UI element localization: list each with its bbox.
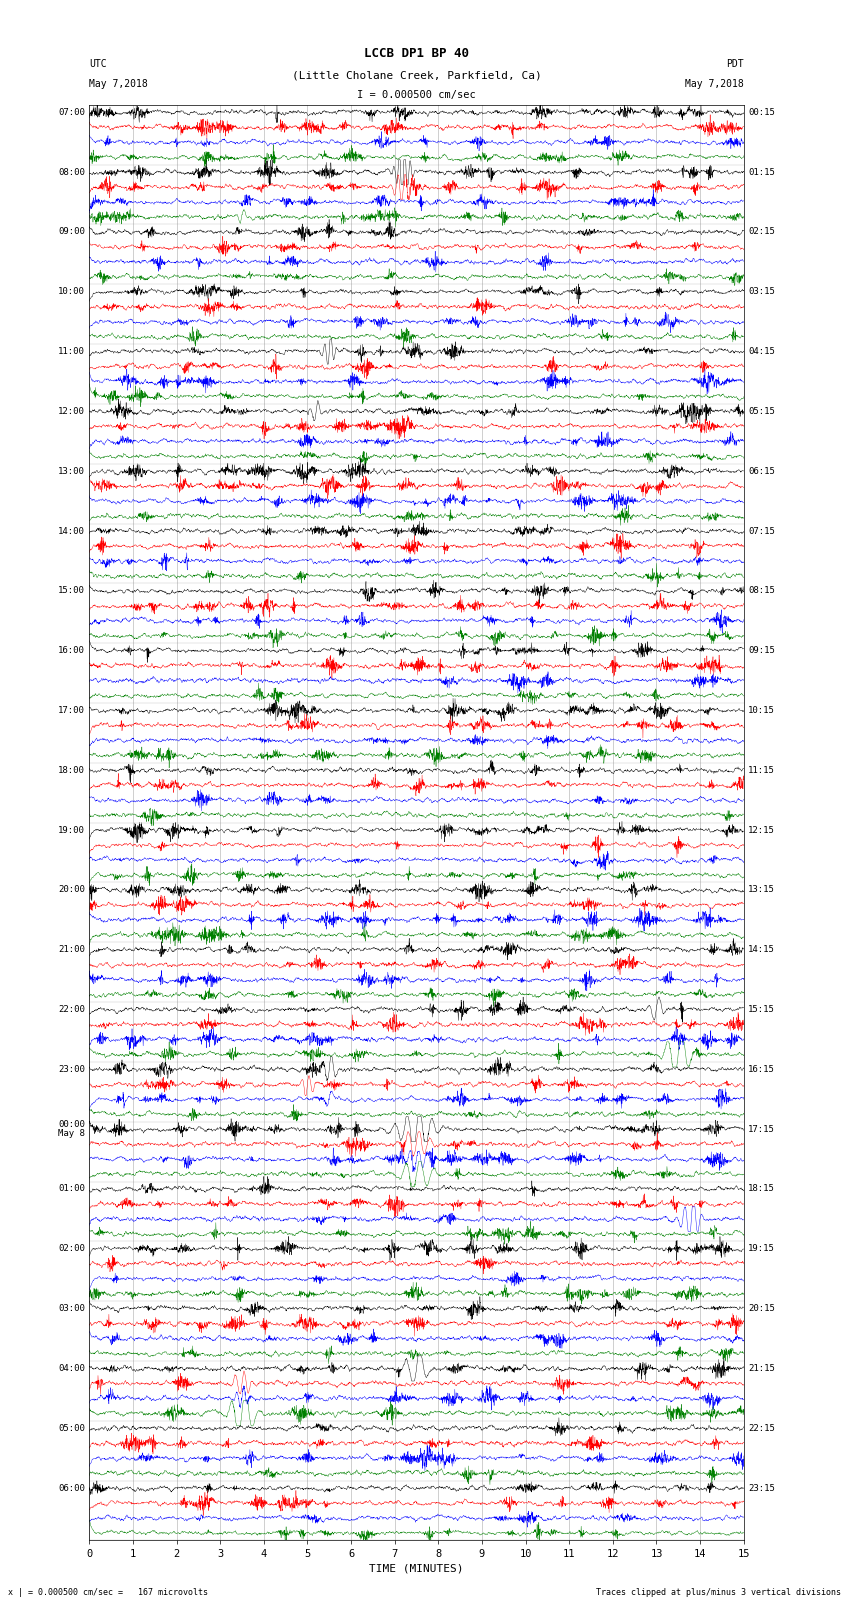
Text: 01:15: 01:15 bbox=[748, 168, 775, 177]
Text: 15:00: 15:00 bbox=[58, 587, 85, 595]
Text: 02:15: 02:15 bbox=[748, 227, 775, 237]
Text: 00:15: 00:15 bbox=[748, 108, 775, 116]
Text: 22:00: 22:00 bbox=[58, 1005, 85, 1015]
Text: 15:15: 15:15 bbox=[748, 1005, 775, 1015]
Text: 09:00: 09:00 bbox=[58, 227, 85, 237]
Text: I = 0.000500 cm/sec: I = 0.000500 cm/sec bbox=[357, 90, 476, 100]
Text: 12:00: 12:00 bbox=[58, 406, 85, 416]
Text: (Little Cholane Creek, Parkfield, Ca): (Little Cholane Creek, Parkfield, Ca) bbox=[292, 71, 541, 81]
Text: 01:00: 01:00 bbox=[58, 1184, 85, 1194]
Text: 17:15: 17:15 bbox=[748, 1124, 775, 1134]
Text: 21:15: 21:15 bbox=[748, 1365, 775, 1373]
Text: 10:00: 10:00 bbox=[58, 287, 85, 297]
Text: May 7,2018: May 7,2018 bbox=[89, 79, 148, 89]
Text: 09:15: 09:15 bbox=[748, 647, 775, 655]
Text: 07:00: 07:00 bbox=[58, 108, 85, 116]
Text: 22:15: 22:15 bbox=[748, 1424, 775, 1432]
Text: PDT: PDT bbox=[726, 60, 744, 69]
Text: x | = 0.000500 cm/sec =   167 microvolts: x | = 0.000500 cm/sec = 167 microvolts bbox=[8, 1587, 208, 1597]
Text: 20:15: 20:15 bbox=[748, 1305, 775, 1313]
Text: UTC: UTC bbox=[89, 60, 107, 69]
Text: May 7,2018: May 7,2018 bbox=[685, 79, 744, 89]
Text: 16:00: 16:00 bbox=[58, 647, 85, 655]
Text: 11:00: 11:00 bbox=[58, 347, 85, 356]
Text: 02:00: 02:00 bbox=[58, 1244, 85, 1253]
Text: 19:00: 19:00 bbox=[58, 826, 85, 834]
Text: 20:00: 20:00 bbox=[58, 886, 85, 895]
Text: May 8: May 8 bbox=[58, 1129, 85, 1139]
Text: LCCB DP1 BP 40: LCCB DP1 BP 40 bbox=[364, 47, 469, 60]
Text: 16:15: 16:15 bbox=[748, 1065, 775, 1074]
Text: 19:15: 19:15 bbox=[748, 1244, 775, 1253]
Text: 07:15: 07:15 bbox=[748, 526, 775, 536]
Text: 23:15: 23:15 bbox=[748, 1484, 775, 1492]
Text: 06:15: 06:15 bbox=[748, 466, 775, 476]
Text: 00:00: 00:00 bbox=[58, 1119, 85, 1129]
Text: 03:00: 03:00 bbox=[58, 1305, 85, 1313]
Text: 13:00: 13:00 bbox=[58, 466, 85, 476]
Text: 04:15: 04:15 bbox=[748, 347, 775, 356]
Text: 05:00: 05:00 bbox=[58, 1424, 85, 1432]
Text: Traces clipped at plus/minus 3 vertical divisions: Traces clipped at plus/minus 3 vertical … bbox=[597, 1587, 842, 1597]
Text: 23:00: 23:00 bbox=[58, 1065, 85, 1074]
Text: 05:15: 05:15 bbox=[748, 406, 775, 416]
Text: 14:15: 14:15 bbox=[748, 945, 775, 955]
Text: 08:15: 08:15 bbox=[748, 587, 775, 595]
Text: 11:15: 11:15 bbox=[748, 766, 775, 774]
Text: 08:00: 08:00 bbox=[58, 168, 85, 177]
Text: 03:15: 03:15 bbox=[748, 287, 775, 297]
Text: 17:00: 17:00 bbox=[58, 706, 85, 715]
Text: 12:15: 12:15 bbox=[748, 826, 775, 834]
X-axis label: TIME (MINUTES): TIME (MINUTES) bbox=[369, 1563, 464, 1574]
Text: 14:00: 14:00 bbox=[58, 526, 85, 536]
Text: 10:15: 10:15 bbox=[748, 706, 775, 715]
Text: 18:15: 18:15 bbox=[748, 1184, 775, 1194]
Text: 13:15: 13:15 bbox=[748, 886, 775, 895]
Text: 04:00: 04:00 bbox=[58, 1365, 85, 1373]
Text: 18:00: 18:00 bbox=[58, 766, 85, 774]
Text: 06:00: 06:00 bbox=[58, 1484, 85, 1492]
Text: 21:00: 21:00 bbox=[58, 945, 85, 955]
